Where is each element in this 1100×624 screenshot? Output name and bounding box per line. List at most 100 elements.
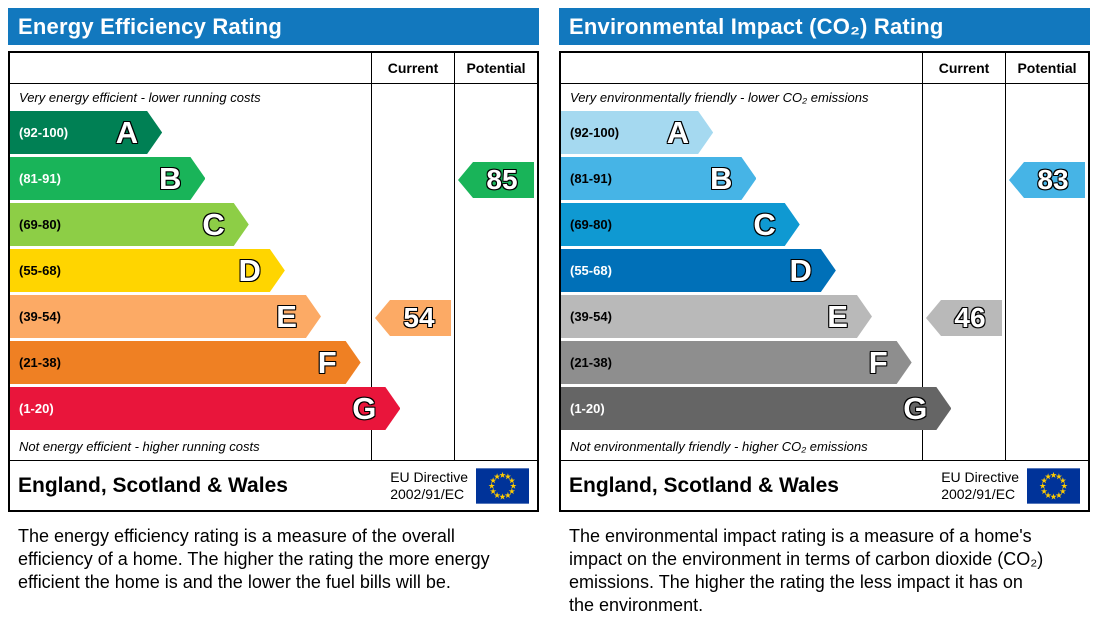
band-e-bar: (39-54) E — [10, 295, 321, 338]
eu-flag-icon — [476, 467, 529, 504]
band-area: (69-80) C — [561, 203, 922, 249]
band-area: (69-80) C — [10, 203, 371, 249]
bottom-note-row: Not energy efficient - higher running co… — [10, 433, 537, 460]
band-c-range: (69-80) — [570, 217, 612, 232]
band-area: (21-38) F — [10, 341, 371, 387]
band-row-e: (39-54) E 46 — [561, 295, 1088, 341]
footer-row: England, Scotland & Wales EU Directive 2… — [10, 460, 537, 510]
band-c-range: (69-80) — [19, 217, 61, 232]
current-cell — [922, 341, 1005, 387]
band-a-range: (92-100) — [570, 125, 620, 140]
band-c-letter: C — [202, 207, 225, 242]
band-f-range: (21-38) — [570, 355, 612, 370]
current-cell — [371, 433, 454, 460]
band-row-g: (1-20) G — [561, 387, 1088, 433]
band-area: (55-68) D — [561, 249, 922, 295]
current-cell — [371, 341, 454, 387]
band-g-letter: G — [352, 391, 377, 426]
energy-efficiency-rating-chart: Energy Efficiency Rating Current Potenti… — [8, 8, 539, 616]
band-b-bar: (81-91) B — [10, 157, 205, 200]
band-a-range: (92-100) — [19, 125, 69, 140]
corner-cell — [561, 53, 922, 83]
current-rating-value: 46 — [954, 302, 986, 333]
potential-cell — [1005, 249, 1088, 295]
potential-column-header: Potential — [1005, 53, 1088, 83]
potential-cell — [1005, 433, 1088, 460]
band-d-range: (55-68) — [570, 263, 612, 278]
band-b-bar: (81-91) B — [561, 157, 756, 200]
band-f-bar: (21-38) F — [561, 341, 912, 384]
co2-rating-table: Current Potential Very environmentally f… — [559, 51, 1090, 512]
potential-cell — [454, 84, 537, 111]
eu-directive-line2: 2002/91/EC — [941, 485, 1016, 502]
band-b-range: (81-91) — [570, 171, 612, 186]
band-e-range: (39-54) — [570, 309, 612, 324]
current-cell — [922, 203, 1005, 249]
band-d-letter: D — [789, 253, 812, 288]
current-cell — [371, 203, 454, 249]
potential-rating-value: 83 — [1037, 164, 1069, 195]
potential-cell — [1005, 295, 1088, 341]
potential-rating-value: 85 — [486, 164, 518, 195]
co2-chart-title: Environmental Impact (CO₂) Rating — [559, 8, 1090, 45]
current-rating-pointer: 54 — [375, 300, 451, 336]
eu-directive-line1: EU Directive — [390, 469, 468, 486]
current-cell — [371, 84, 454, 111]
band-d-letter: D — [238, 253, 261, 288]
band-c-letter: C — [753, 207, 776, 242]
potential-cell — [454, 295, 537, 341]
band-row-f: (21-38) F — [561, 341, 1088, 387]
top-note-row: Very environmentally friendly - lower CO… — [561, 84, 1088, 111]
band-area: (39-54) E — [561, 295, 922, 341]
band-area: (92-100) A — [10, 111, 371, 157]
footer-row: England, Scotland & Wales EU Directive 2… — [561, 460, 1088, 510]
bottom-note: Not energy efficient - higher running co… — [19, 439, 260, 454]
band-row-d: (55-68) D — [561, 249, 1088, 295]
potential-cell — [454, 433, 537, 460]
current-column-header: Current — [922, 53, 1005, 83]
band-g-bar: (1-20) G — [561, 387, 951, 430]
band-row-g: (1-20) G — [10, 387, 537, 433]
current-column-header: Current — [371, 53, 454, 83]
current-cell — [371, 249, 454, 295]
energy-chart-title: Energy Efficiency Rating — [8, 8, 539, 45]
co2-chart-description: The environmental impact rating is a mea… — [569, 526, 1044, 615]
band-a-letter: A — [115, 115, 139, 150]
band-area: (21-38) F — [561, 341, 922, 387]
current-rating-value: 54 — [403, 302, 435, 333]
current-cell — [371, 111, 454, 157]
band-b-range: (81-91) — [19, 171, 61, 186]
band-a-letter: A — [666, 115, 690, 150]
current-cell — [922, 111, 1005, 157]
band-row-a: (92-100) A — [10, 111, 537, 157]
potential-cell: 83 — [1005, 157, 1088, 203]
eu-directive-label: EU Directive 2002/91/EC — [941, 469, 1019, 501]
band-a-bar: (92-100) A — [561, 111, 713, 154]
band-e-letter: E — [276, 299, 297, 334]
band-e-bar: (39-54) E — [561, 295, 872, 338]
band-area: (1-20) G — [10, 387, 371, 433]
band-e-range: (39-54) — [19, 309, 61, 324]
potential-cell — [1005, 203, 1088, 249]
band-b-letter: B — [159, 161, 182, 196]
potential-cell — [454, 249, 537, 295]
top-note-row: Very energy efficient - lower running co… — [10, 84, 537, 111]
top-note: Very environmentally friendly - lower CO… — [570, 90, 869, 105]
band-f-letter: F — [868, 345, 888, 380]
eu-directive-line2: 2002/91/EC — [390, 485, 465, 502]
energy-rating-table: Current Potential Very energy efficient … — [8, 51, 539, 512]
band-g-range: (1-20) — [570, 401, 605, 416]
band-e-letter: E — [827, 299, 848, 334]
potential-cell — [454, 203, 537, 249]
current-cell — [371, 157, 454, 203]
band-a-bar: (92-100) A — [10, 111, 162, 154]
band-area: (39-54) E — [10, 295, 371, 341]
current-rating-pointer: 46 — [926, 300, 1002, 336]
eu-directive-line1: EU Directive — [941, 469, 1019, 486]
region-label: England, Scotland & Wales — [569, 473, 839, 497]
energy-chart-description: The energy efficiency rating is a measur… — [18, 526, 490, 592]
potential-cell — [454, 111, 537, 157]
band-c-bar: (69-80) C — [10, 203, 249, 246]
potential-cell — [1005, 111, 1088, 157]
